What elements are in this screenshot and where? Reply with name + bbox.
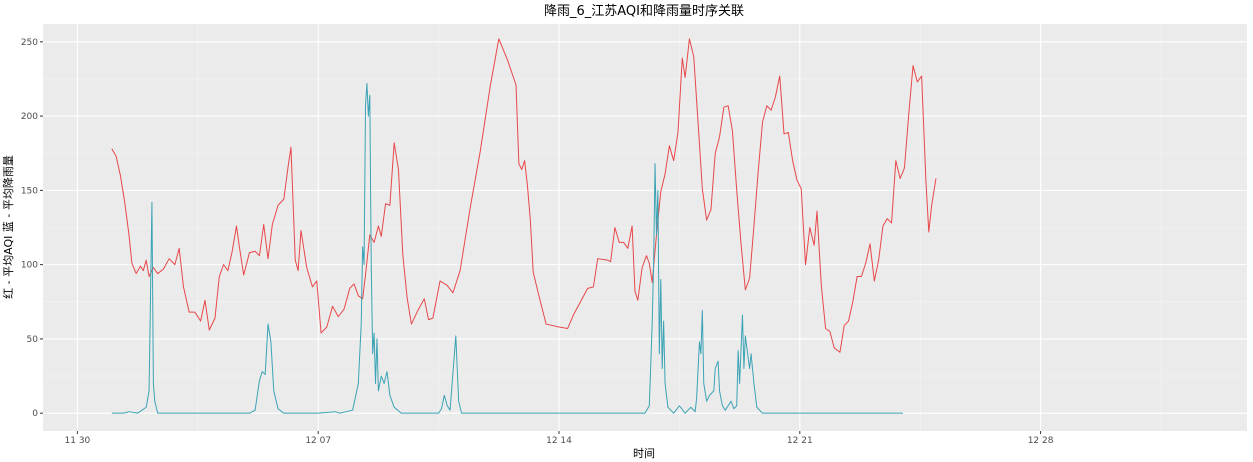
series-layer bbox=[111, 38, 937, 414]
y-tick-label: 0 bbox=[32, 409, 38, 419]
y-tick-label: 100 bbox=[21, 261, 38, 271]
y-tick-label: 200 bbox=[21, 112, 38, 122]
y-axis: 0 50 100 150 200 250 bbox=[21, 38, 43, 419]
y-tick-label: 150 bbox=[21, 186, 38, 196]
x-tick-label: 11 30 bbox=[65, 436, 91, 446]
aqi-series-line bbox=[111, 38, 937, 353]
x-tick-label: 12 28 bbox=[1028, 436, 1054, 446]
x-tick-label: 12 07 bbox=[305, 436, 331, 446]
y-axis-title: 红 - 平均AQI 蓝 - 平均降雨量 bbox=[1, 155, 15, 299]
rainfall-series-line bbox=[111, 82, 903, 414]
chart-title: 降雨_6_江苏AQI和降雨量时序关联 bbox=[544, 3, 744, 19]
x-axis-title: 时间 bbox=[633, 447, 655, 460]
y-tick-label: 250 bbox=[21, 38, 38, 48]
x-tick-label: 12 14 bbox=[546, 436, 572, 446]
y-tick-label: 50 bbox=[27, 335, 39, 345]
x-tick-label: 12 21 bbox=[787, 436, 813, 446]
minor-grid bbox=[43, 24, 1247, 431]
x-axis: 11 30 12 07 12 14 12 21 12 28 bbox=[65, 431, 1054, 446]
